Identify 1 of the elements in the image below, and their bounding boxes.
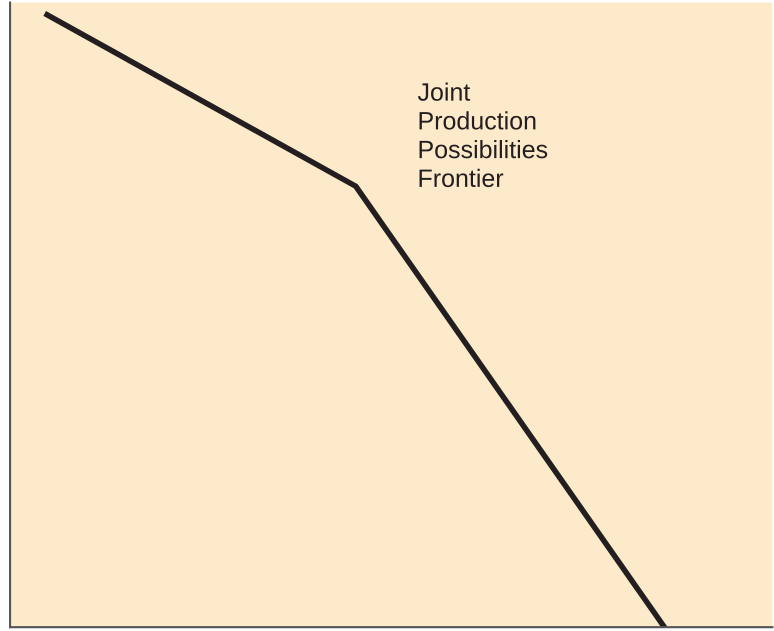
text: Joint Production Possibilities Frontier — [418, 82, 548, 188]
